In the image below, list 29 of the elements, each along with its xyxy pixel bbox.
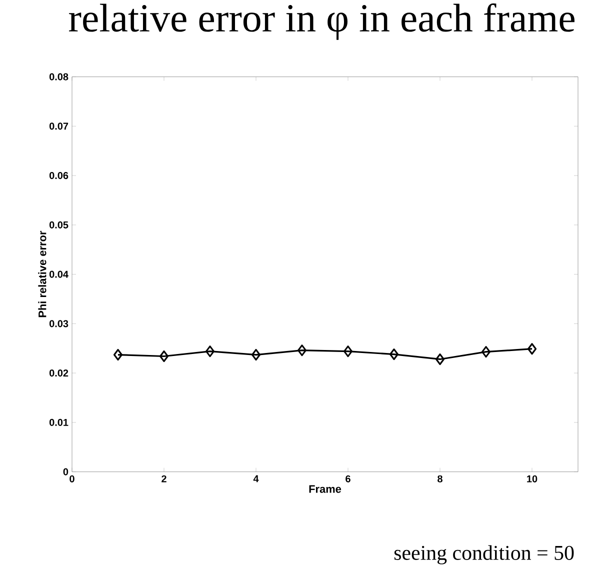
chart-title: relative error in φ in each frame	[69, 3, 574, 40]
point	[205, 346, 215, 358]
point	[481, 346, 491, 358]
x-tick-label: 10	[527, 475, 538, 482]
y-tick-label: 0.06	[49, 172, 68, 180]
point	[527, 343, 537, 355]
y-tick-label: 0.02	[49, 370, 68, 377]
x-tick-label: 4	[253, 475, 259, 482]
x-tick-label: 6	[346, 475, 350, 482]
y-tick-label: 0.05	[49, 221, 68, 229]
x-tick-label: 8	[438, 475, 442, 482]
point	[159, 350, 169, 362]
text: seeing condition = 50	[394, 545, 574, 564]
y-tick-label: 0.07	[49, 122, 68, 130]
x-axis-title: Frame	[309, 485, 342, 493]
y-tick-label: 0	[63, 468, 68, 476]
y-tick-label: 0.08	[49, 73, 68, 80]
x-tick-label: 0	[70, 475, 74, 482]
point	[251, 349, 261, 361]
y-axis-title: Phi relative error	[38, 231, 46, 318]
y-tick-label: 0.03	[49, 320, 68, 328]
point	[435, 354, 445, 366]
point	[297, 344, 307, 356]
point	[389, 348, 399, 360]
point	[113, 349, 123, 361]
y-tick-label: 0.04	[49, 270, 68, 278]
point	[343, 346, 353, 358]
x-tick-label: 2	[162, 475, 166, 482]
y-tick-label: 0.01	[49, 418, 68, 426]
